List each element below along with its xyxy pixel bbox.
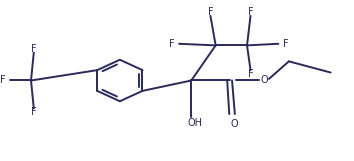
Text: F: F [169,39,175,49]
Text: F: F [282,39,288,49]
Text: O: O [230,119,238,129]
Text: F: F [0,76,6,85]
Text: F: F [248,7,253,17]
Text: F: F [31,107,36,117]
Text: OH: OH [187,118,202,128]
Text: O: O [261,75,268,85]
Text: F: F [208,7,213,17]
Text: F: F [248,69,253,79]
Text: F: F [31,44,36,54]
